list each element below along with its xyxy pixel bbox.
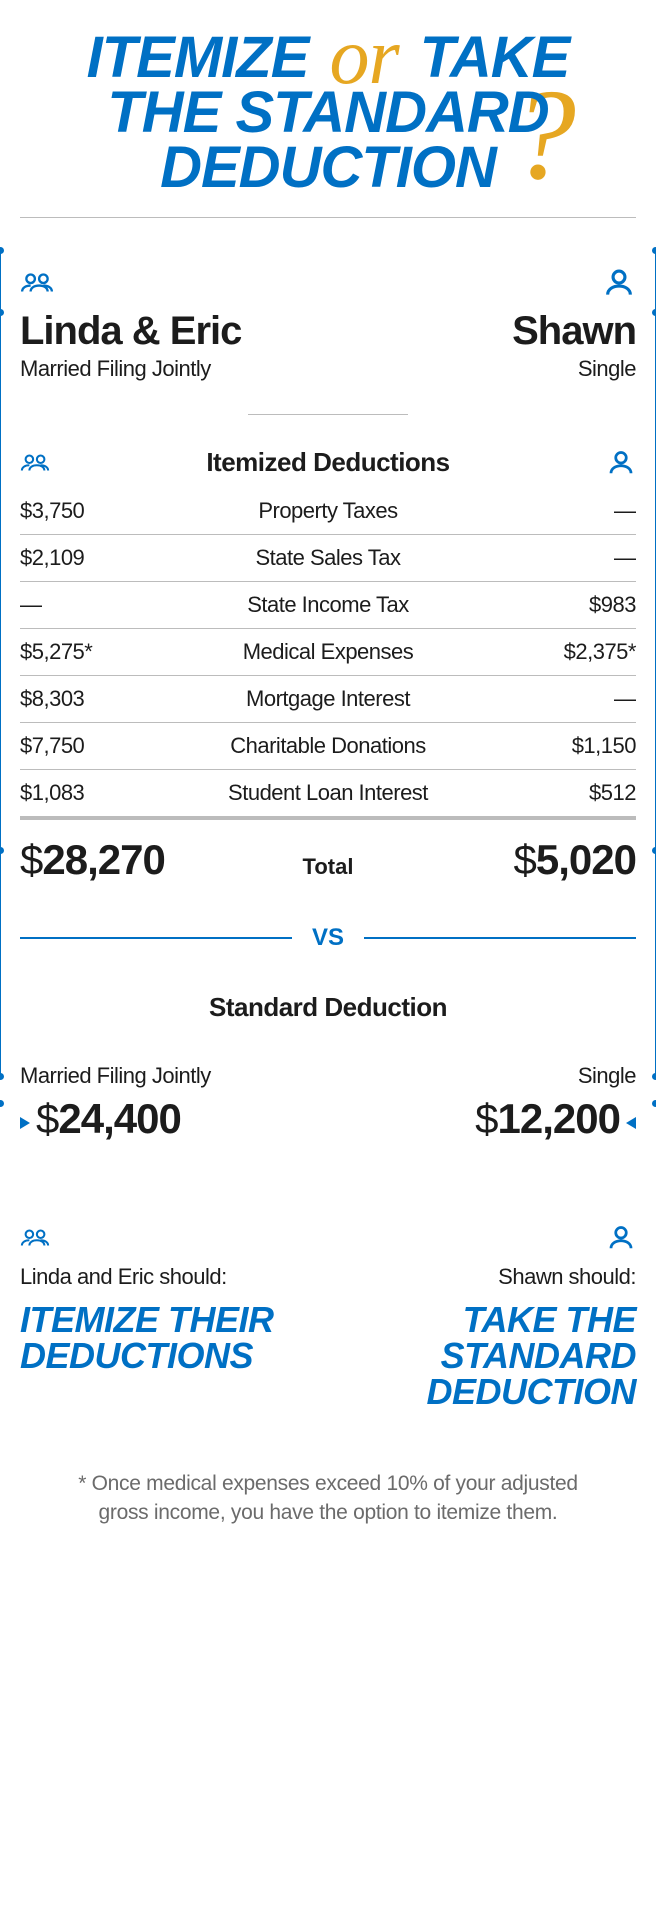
title-rule [20,217,636,218]
rail-left [0,250,1,1077]
people-icon [20,448,50,478]
standard-right-label: Single [475,1063,636,1089]
row-left: — [20,592,180,618]
row-right: $2,375* [476,639,636,665]
row-right: $1,150 [476,733,636,759]
table-row: $1,083Student Loan Interest$512 [20,770,636,817]
vs-divider: VS [20,924,636,952]
profile-right: Shawn Single [512,266,636,382]
total-left-sym: $ [20,836,42,883]
standard-right: Single $12,200 [475,1063,636,1143]
row-right: — [476,498,636,524]
should-right: Shawn should: [328,1264,636,1290]
total-label: Total [248,854,408,880]
row-left: $8,303 [20,686,180,712]
row-label: Property Taxes [180,498,476,524]
people-icon [20,266,54,300]
totals-row: $28,270 Total $5,020 [20,816,636,884]
row-right: $983 [476,592,636,618]
person-icon [606,1223,636,1253]
advice-right: TAKE THE STANDARD DEDUCTION [328,1302,636,1410]
standard-left: Married Filing Jointly $24,400 [20,1063,211,1143]
total-right-num: 5,020 [536,836,636,883]
title-or: or [330,37,399,77]
row-label: Student Loan Interest [180,780,476,806]
arrow-right-icon [20,1117,30,1129]
row-label: State Income Tax [180,592,476,618]
itemized-heading: Itemized Deductions [206,447,449,478]
row-left: $1,083 [20,780,180,806]
table-row: $8,303Mortgage Interest— [20,676,636,723]
page-title: ? ITEMIZE or TAKE THE STANDARD DEDUCTION [20,0,636,242]
row-left: $5,275* [20,639,180,665]
footnote: * Once medical expenses exceed 10% of yo… [68,1470,588,1527]
table-row: $5,275*Medical Expenses$2,375* [20,629,636,676]
title-part: DEDUCTION [20,140,636,195]
person-name-right: Shawn [512,309,636,354]
standard-left-label: Married Filing Jointly [20,1063,211,1089]
person-icon [602,266,636,300]
row-right: — [476,686,636,712]
table-row: $2,109State Sales Tax— [20,535,636,582]
row-left: $2,109 [20,545,180,571]
profile-left: Linda & Eric Married Filing Jointly [20,266,241,382]
total-right-sym: $ [514,836,536,883]
standard-left-num: 24,400 [58,1095,180,1142]
table-row: $3,750Property Taxes— [20,488,636,535]
people-icon [20,1223,50,1253]
conclusion-right: Shawn should: TAKE THE STANDARD DEDUCTIO… [328,1223,636,1410]
row-label: State Sales Tax [180,545,476,571]
title-part: THE STANDARD [20,85,636,140]
standard-right-sym: $ [475,1095,497,1142]
person-name-left: Linda & Eric [20,309,241,354]
arrow-left-icon [626,1117,636,1129]
table-row: —State Income Tax$983 [20,582,636,629]
advice-left: ITEMIZE THEIR DEDUCTIONS [20,1302,328,1374]
vs-label: VS [312,924,344,952]
mini-rule [248,414,408,415]
row-label: Mortgage Interest [180,686,476,712]
conclusion-left: Linda and Eric should: ITEMIZE THEIR DED… [20,1223,328,1410]
table-row: $7,750Charitable Donations$1,150 [20,723,636,770]
total-left-num: 28,270 [42,836,164,883]
row-left: $7,750 [20,733,180,759]
row-right: $512 [476,780,636,806]
row-right: — [476,545,636,571]
should-left: Linda and Eric should: [20,1264,328,1290]
row-label: Medical Expenses [180,639,476,665]
person-icon [606,448,636,478]
itemized-table: $3,750Property Taxes—$2,109State Sales T… [20,488,636,817]
filing-status-left: Married Filing Jointly [20,356,241,382]
row-left: $3,750 [20,498,180,524]
standard-left-sym: $ [36,1095,58,1142]
row-label: Charitable Donations [180,733,476,759]
standard-heading: Standard Deduction [20,992,636,1023]
standard-right-num: 12,200 [498,1095,620,1142]
filing-status-right: Single [512,356,636,382]
